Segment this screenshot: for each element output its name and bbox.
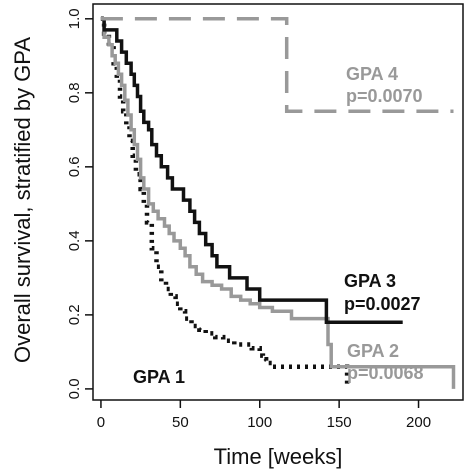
y-tick-label: 0.4 <box>66 230 83 251</box>
x-tick-label: 0 <box>97 414 105 431</box>
y-axis-label: Overall survival, stratified by GPA <box>10 37 35 363</box>
x-tick-label: 50 <box>172 414 189 431</box>
x-axis-label: Time [weeks] <box>214 444 343 469</box>
y-axis: 0.0 0.2 0.4 0.6 0.8 1.0 <box>66 8 93 399</box>
x-axis: 0 50 100 150 200 <box>97 400 431 431</box>
x-tick-label: 100 <box>247 414 272 431</box>
gpa4-label: GPA 4 <box>346 64 398 84</box>
gpa4-pvalue: p=0.0070 <box>346 86 423 106</box>
plot-frame <box>92 3 464 401</box>
gpa3-pvalue: p=0.0027 <box>344 294 421 314</box>
y-tick-label: 1.0 <box>66 8 83 29</box>
y-tick-label: 0.8 <box>66 82 83 103</box>
x-tick-label: 200 <box>406 414 431 431</box>
y-tick-label: 0.6 <box>66 156 83 177</box>
gpa3-label: GPA 3 <box>344 271 396 291</box>
series-line-gpa-1 <box>100 16 350 386</box>
x-tick-label: 150 <box>327 414 352 431</box>
gpa2-label: GPA 2 <box>347 341 399 361</box>
y-tick-label: 0.0 <box>66 378 83 399</box>
series-line-gpa-4 <box>100 17 454 114</box>
y-tick-label: 0.2 <box>66 304 83 325</box>
series-line-gpa-3 <box>100 17 403 325</box>
gpa1-label: GPA 1 <box>133 367 185 387</box>
series-line-gpa-2 <box>100 17 456 389</box>
gpa2-pvalue: p=0.0068 <box>347 363 424 383</box>
survival-curves <box>100 16 456 389</box>
